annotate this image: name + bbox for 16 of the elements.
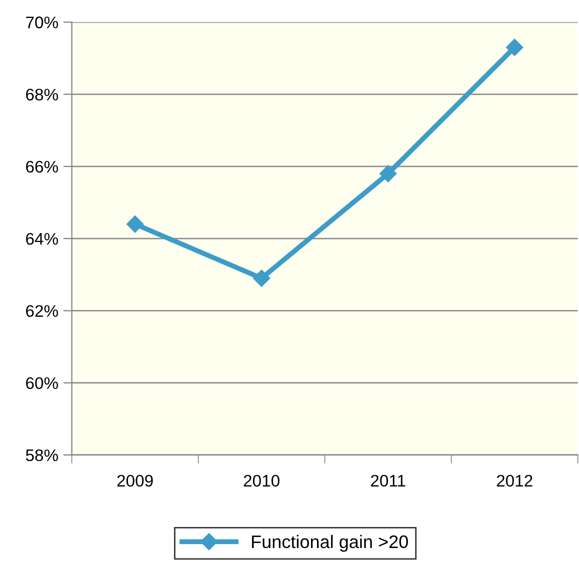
y-tick-label: 64% — [26, 232, 58, 245]
y-tick-label: 66% — [26, 160, 58, 173]
x-tick-label: 2009 — [117, 474, 153, 487]
x-tick-label: 2011 — [370, 474, 406, 487]
y-tick-label: 70% — [26, 16, 58, 28]
x-tick-label: 2012 — [496, 474, 532, 487]
y-tick-label: 60% — [26, 377, 58, 390]
point — [380, 165, 397, 182]
y-tick-label: 58% — [26, 449, 58, 462]
y-tick-label: 62% — [26, 305, 58, 317]
point — [126, 216, 144, 233]
point — [253, 270, 270, 287]
x-tick-label: 2010 — [244, 474, 280, 487]
legend-label: Functional gain >20 — [252, 534, 408, 552]
y-tick-label: 68% — [26, 88, 58, 100]
point — [506, 38, 524, 56]
